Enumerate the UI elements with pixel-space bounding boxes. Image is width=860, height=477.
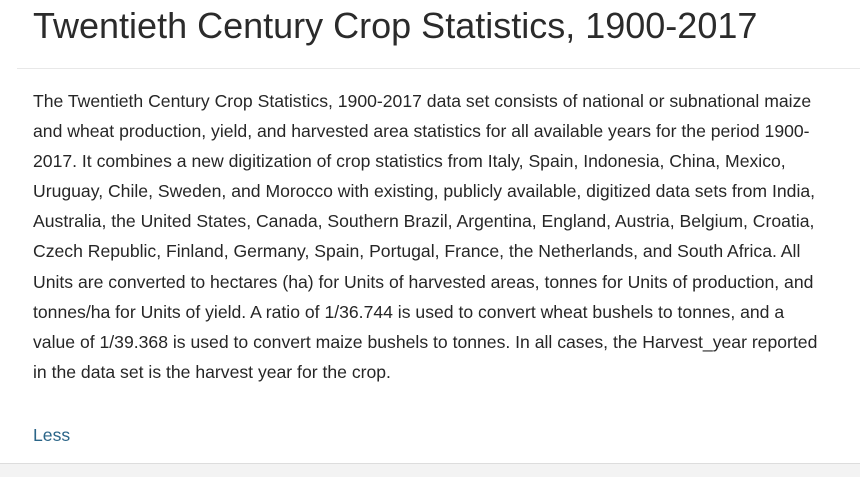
title-divider: [17, 68, 860, 69]
dataset-description: The Twentieth Century Crop Statistics, 1…: [33, 91, 818, 382]
section-divider: [0, 463, 860, 477]
page-title: Twentieth Century Crop Statistics, 1900-…: [33, 5, 758, 46]
show-less-link[interactable]: Less: [33, 425, 71, 445]
